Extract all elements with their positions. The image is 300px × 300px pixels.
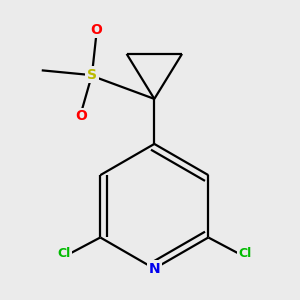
Text: N: N [148, 262, 160, 276]
Text: Cl: Cl [238, 247, 251, 260]
Text: Cl: Cl [57, 247, 70, 260]
Text: O: O [76, 109, 88, 123]
Text: S: S [87, 68, 97, 82]
Text: O: O [90, 22, 102, 37]
